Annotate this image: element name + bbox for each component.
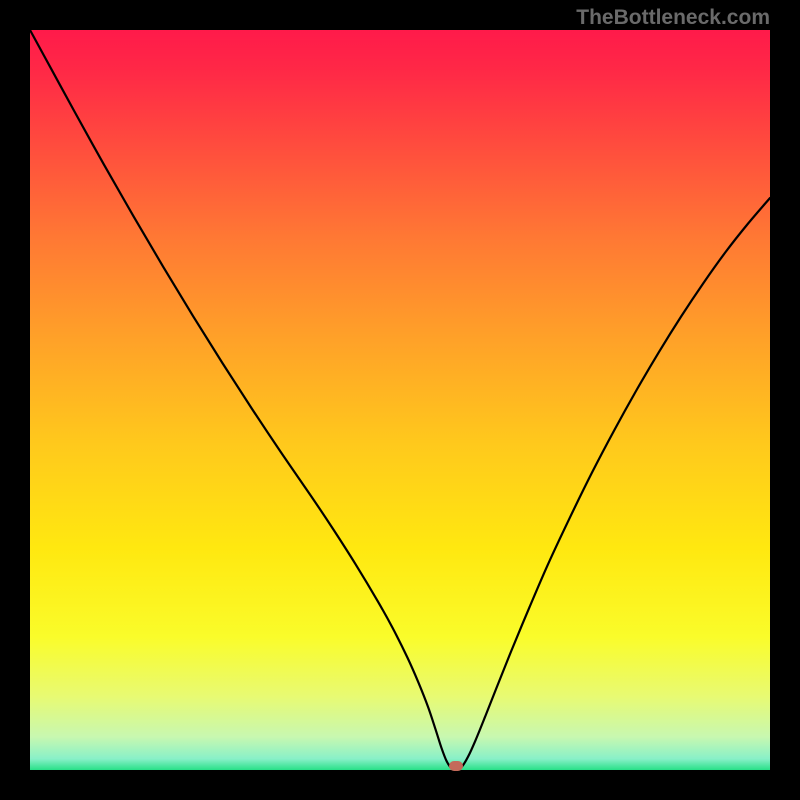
- bottleneck-curve: [30, 30, 770, 770]
- watermark-text: TheBottleneck.com: [576, 6, 770, 30]
- chart-frame: TheBottleneck.com: [0, 0, 800, 800]
- curve-layer: [0, 0, 800, 800]
- minimum-marker: [449, 761, 463, 771]
